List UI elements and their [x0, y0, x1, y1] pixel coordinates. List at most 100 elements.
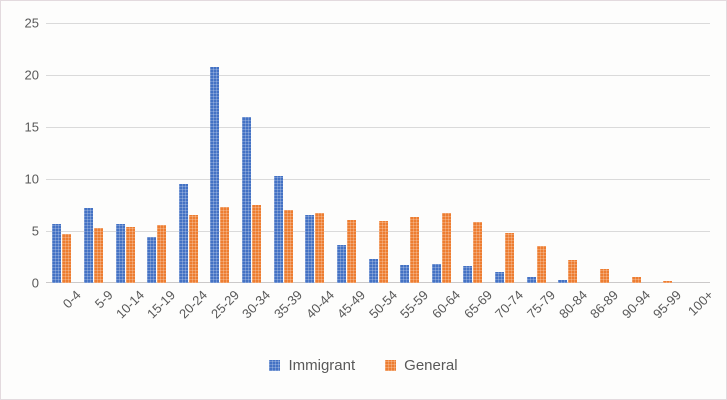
- bar-general-45-49: [346, 219, 356, 283]
- gridline-5: [46, 231, 710, 232]
- bar-immigrant-65-69: [463, 266, 473, 283]
- category-group-0-4: 0-4: [46, 23, 84, 311]
- y-tick-label-25: 25: [24, 15, 39, 31]
- gridline-20: [46, 75, 710, 76]
- category-group-25-29: 25-29: [204, 23, 242, 321]
- bar-immigrant-25-29: [210, 66, 220, 283]
- bar-immigrant-60-64: [431, 264, 441, 283]
- legend: Immigrant General: [1, 357, 726, 374]
- gridline-10: [46, 179, 710, 180]
- x-tick-label-60-64: 60-64: [429, 287, 464, 322]
- bar-immigrant-0-4: [52, 223, 62, 283]
- bar-general-95-99: [663, 280, 673, 283]
- x-tick-label-10-14: 10-14: [112, 287, 147, 322]
- gridline-15: [46, 127, 710, 128]
- x-tick-label-70-74: 70-74: [492, 287, 527, 322]
- x-tick-label-75-79: 75-79: [523, 287, 559, 322]
- category-group-10-14: 10-14: [109, 23, 147, 321]
- bar-immigrant-80-84: [558, 279, 568, 283]
- x-tick-label-40-44: 40-44: [302, 287, 337, 322]
- x-tick-label-86-89: 86-89: [587, 287, 622, 322]
- category-group-65-69: 65-69: [457, 23, 495, 321]
- category-group-45-49: 45-49: [331, 23, 368, 321]
- category-group-86-89: 86-89: [584, 23, 621, 321]
- general-swatch-icon: [385, 360, 397, 371]
- category-group-50-54: 50-54: [362, 23, 400, 321]
- x-tick-label-100+: 100+: [684, 287, 717, 319]
- category-group-80-84: 80-84: [552, 23, 590, 321]
- category-group-100+: 100+: [679, 23, 716, 318]
- bar-general-65-69: [473, 221, 483, 283]
- y-tick-label-20: 20: [24, 67, 39, 83]
- plot-area: 0-4 5-9 10-14 15-19 20-24 25-29 30-34 35-39 40-4…: [46, 23, 716, 321]
- immigrant-swatch-icon: [269, 360, 281, 371]
- category-group-30-34: 30-34: [236, 23, 273, 321]
- x-tick-label-0-4: 0-4: [59, 287, 84, 312]
- legend-label-general: General: [404, 357, 458, 374]
- bar-general-5-9: [93, 227, 103, 283]
- bar-general-0-4: [62, 234, 72, 283]
- x-tick-label-80-84: 80-84: [555, 287, 590, 322]
- x-tick-label-25-29: 25-29: [207, 287, 242, 322]
- category-group-40-44: 40-44: [299, 23, 337, 321]
- y-axis: 0 5 10 15 20 25: [1, 17, 39, 290]
- bar-immigrant-30-34: [242, 116, 252, 283]
- bar-general-60-64: [441, 213, 451, 283]
- category-group-90-94: 90-94: [615, 23, 653, 321]
- y-tick-label-10: 10: [24, 171, 39, 187]
- category-group-35-39: 35-39: [267, 23, 305, 321]
- x-tick-label-50-54: 50-54: [365, 287, 400, 322]
- bar-general-35-39: [283, 210, 293, 283]
- category-group-15-19: 15-19: [141, 23, 179, 321]
- bar-general-80-84: [568, 260, 578, 283]
- bar-immigrant-5-9: [83, 208, 93, 283]
- bar-general-50-54: [378, 220, 388, 283]
- x-tick-label-5-9: 5-9: [91, 287, 116, 312]
- y-tick-label-15: 15: [24, 119, 39, 135]
- bar-general-75-79: [536, 245, 546, 283]
- x-tick-label-15-19: 15-19: [144, 287, 179, 322]
- category-group-20-24: 20-24: [173, 23, 210, 321]
- bar-general-25-29: [220, 207, 230, 283]
- bar-immigrant-55-59: [400, 265, 410, 283]
- category-group-55-59: 55-59: [394, 23, 432, 321]
- bar-immigrant-40-44: [305, 215, 315, 283]
- bar-general-55-59: [410, 217, 420, 283]
- y-tick-label-5: 5: [31, 223, 39, 239]
- bar-immigrant-70-74: [495, 271, 505, 283]
- gridline-0: [46, 282, 710, 283]
- x-tick-label-30-34: 30-34: [239, 287, 274, 322]
- y-tick-label-0: 0: [31, 275, 39, 291]
- x-tick-label-55-59: 55-59: [397, 287, 432, 322]
- bar-general-10-14: [125, 226, 135, 283]
- category-group-95-99: 95-99: [647, 23, 685, 321]
- category-group-75-79: 75-79: [520, 23, 558, 321]
- bar-groups: 0-4 5-9 10-14 15-19 20-24 25-29 30-34 35-39 40-4…: [46, 23, 716, 321]
- x-tick-label-45-49: 45-49: [334, 287, 369, 322]
- x-tick-label-95-99: 95-99: [650, 287, 685, 322]
- legend-item-general: General: [385, 357, 458, 374]
- bar-immigrant-50-54: [368, 259, 378, 283]
- gridline-25: [46, 23, 710, 24]
- category-group-5-9: 5-9: [78, 23, 115, 311]
- bar-general-15-19: [157, 224, 167, 283]
- x-tick-label-20-24: 20-24: [176, 287, 211, 322]
- bar-general-86-89: [599, 269, 609, 283]
- bar-immigrant-20-24: [178, 184, 188, 283]
- bar-general-20-24: [188, 215, 198, 283]
- bar-immigrant-35-39: [273, 175, 283, 283]
- bar-general-90-94: [631, 276, 641, 283]
- legend-item-immigrant: Immigrant: [269, 357, 355, 374]
- bar-general-70-74: [505, 233, 515, 283]
- bar-immigrant-15-19: [147, 237, 157, 283]
- bar-immigrant-45-49: [336, 244, 346, 283]
- x-tick-label-65-69: 65-69: [460, 287, 495, 322]
- category-group-70-74: 70-74: [489, 23, 526, 321]
- bar-general-40-44: [315, 213, 325, 283]
- x-tick-label-90-94: 90-94: [618, 287, 653, 322]
- bar-immigrant-10-14: [115, 223, 125, 283]
- category-group-60-64: 60-64: [426, 23, 463, 321]
- legend-label-immigrant: Immigrant: [288, 357, 356, 374]
- bar-immigrant-75-79: [526, 276, 536, 283]
